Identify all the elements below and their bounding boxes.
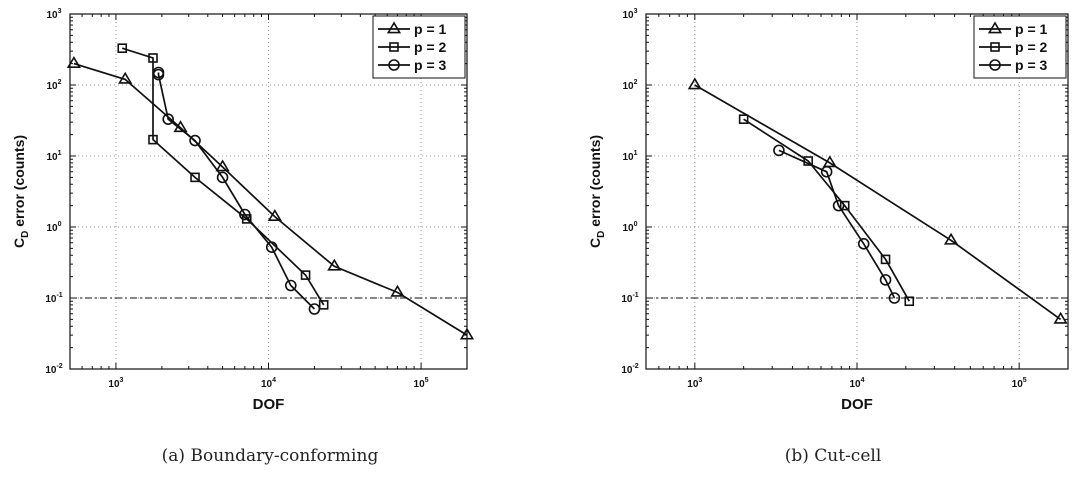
series-circle	[152, 66, 321, 315]
y-tick-label: 10-2	[45, 363, 62, 376]
y-axis-label: CD error (counts)	[11, 135, 31, 248]
data-point-triangle	[118, 71, 133, 84]
data-point-circle	[820, 165, 833, 178]
chart-boundary-conforming: 103 104 105 10-2 10-1 100 101 102 103 DOF CD error…	[11, 8, 475, 413]
y-tick-label: 10-1	[621, 292, 638, 305]
series-line	[778, 149, 896, 299]
legend-marker-square	[990, 42, 1000, 52]
series-triangle	[66, 56, 475, 340]
plot-frame	[645, 13, 1069, 370]
data-point-square	[148, 134, 158, 145]
x-tick-label: 104	[849, 377, 864, 390]
y-tick-label: 10-1	[45, 292, 62, 305]
data-point-square	[738, 114, 749, 124]
legend-label: p = 1	[414, 21, 447, 37]
x-tick-label: 103	[687, 377, 702, 390]
data-point-square	[880, 254, 891, 265]
legend: p = 1 p = 2 p = 3	[372, 15, 466, 79]
data-point-circle	[308, 303, 321, 315]
data-point-triangle	[687, 77, 702, 90]
x-tick-label: 105	[1012, 377, 1027, 390]
x-tick-label: 103	[108, 377, 123, 390]
caption-boundary-conforming: (a) Boundary-conforming	[161, 446, 379, 466]
data-point-triangle	[1053, 311, 1068, 324]
data-point-triangle	[215, 159, 230, 172]
x-tick-label: 104	[261, 377, 276, 390]
data-point-square	[300, 270, 311, 280]
data-point-square	[839, 200, 850, 211]
series-square	[117, 43, 329, 310]
series-line	[157, 72, 315, 310]
y-tick-label: 103	[622, 8, 637, 21]
data-point-circle	[284, 279, 297, 292]
data-point-square	[318, 300, 329, 310]
series-triangle	[687, 77, 1068, 324]
y-axis-label: CD error (counts)	[587, 135, 607, 248]
series-square	[738, 114, 915, 307]
data-point-circle	[239, 208, 251, 221]
legend-marker-circle	[989, 59, 1001, 71]
data-point-circle	[265, 241, 278, 253]
y-tick-label: 103	[46, 8, 61, 21]
legend-marker-triangle	[987, 21, 1003, 34]
data-point-circle	[216, 171, 229, 184]
data-point-triangle	[822, 155, 837, 168]
series-line	[73, 62, 468, 336]
data-point-circle	[189, 134, 201, 147]
legend-marker-square	[389, 42, 399, 52]
series-line	[694, 84, 1062, 321]
series-line	[121, 47, 325, 306]
y-tick-label: 100	[622, 221, 637, 234]
y-tick-label: 101	[46, 150, 61, 163]
y-tick-label: 101	[622, 150, 637, 163]
data-point-triangle	[390, 284, 405, 297]
data-point-triangle	[267, 209, 282, 222]
legend: p = 1 p = 2 p = 3	[973, 15, 1067, 79]
x-axis-label: DOF	[841, 396, 873, 413]
legend-marker-circle	[388, 59, 400, 71]
data-point-triangle	[943, 232, 959, 245]
data-point-circle	[832, 199, 845, 212]
y-tick-label: 102	[46, 79, 61, 92]
x-axis-label: DOF	[253, 396, 285, 413]
plot-frame	[69, 13, 468, 370]
data-point-square	[904, 296, 915, 307]
y-tick-label: 10-2	[621, 363, 638, 376]
data-point-circle	[773, 144, 785, 157]
chart-panel-cut-cell: 103 104 105 10-2 10-1 100 101 102 103 DOF CD error…	[578, 0, 1077, 483]
legend-label: p = 3	[1015, 57, 1048, 73]
data-point-circle	[888, 292, 901, 304]
data-point-triangle	[66, 56, 81, 69]
data-point-square	[117, 43, 128, 53]
legend-label: p = 2	[414, 39, 447, 55]
data-point-triangle	[459, 327, 475, 340]
data-point-circle	[152, 68, 165, 81]
chart-cut-cell: 103 104 105 10-2 10-1 100 101 102 103 DOF CD error…	[587, 8, 1069, 413]
legend-label: p = 2	[1015, 39, 1048, 55]
y-tick-label: 102	[622, 79, 637, 92]
legend-label: p = 3	[414, 57, 447, 73]
data-point-circle	[162, 113, 174, 125]
data-point-square	[190, 172, 200, 183]
legend-marker-triangle	[386, 21, 402, 34]
caption-cut-cell: (b) Cut-cell	[784, 446, 882, 466]
data-point-square	[148, 53, 158, 63]
chart-panel-boundary-conforming: 103 104 105 10-2 10-1 100 101 102 103 DOF CD error…	[0, 0, 538, 483]
data-point-circle	[879, 274, 892, 286]
series-circle	[773, 144, 901, 304]
data-point-circle	[857, 237, 870, 250]
data-point-triangle	[327, 258, 342, 271]
series-line	[743, 118, 911, 302]
y-tick-label: 100	[46, 221, 61, 234]
legend-label: p = 1	[1015, 21, 1048, 37]
x-tick-label: 105	[414, 377, 429, 390]
